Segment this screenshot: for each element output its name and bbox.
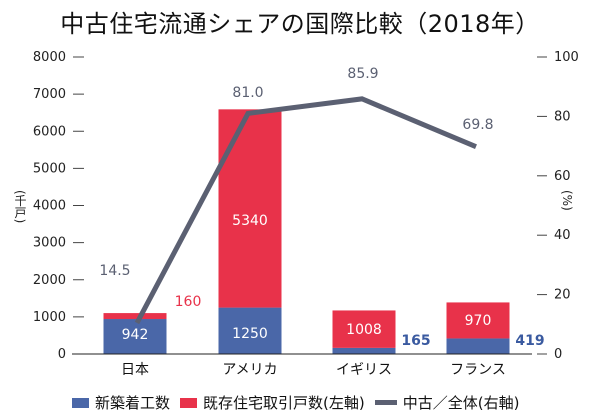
left-tick-label: 0 bbox=[58, 347, 66, 362]
category-label: イギリス bbox=[336, 362, 392, 378]
label-new-construction: 419 bbox=[515, 333, 544, 349]
label-existing-transactions: 1008 bbox=[346, 322, 382, 338]
right-axis: 0 20 40 60 80 100 bbox=[537, 50, 579, 362]
left-tick-label: 2000 bbox=[33, 273, 66, 288]
bar-existing-transactions bbox=[218, 109, 282, 308]
right-tick-label: 0 bbox=[554, 347, 562, 362]
bar-existing-transactions bbox=[446, 302, 510, 339]
category-label: 日本 bbox=[121, 362, 149, 378]
bar-new-construction bbox=[218, 307, 282, 354]
label-new-construction: 1250 bbox=[232, 326, 268, 342]
label-share: 85.9 bbox=[347, 66, 378, 82]
legend-item-existing: 既存住宅取引戸数(左軸) bbox=[180, 392, 365, 413]
left-tick-label: 8000 bbox=[33, 50, 66, 65]
share-line bbox=[134, 96, 477, 325]
right-tick-label: 100 bbox=[554, 50, 579, 65]
bar-new-construction bbox=[332, 347, 396, 354]
left-tick-label: 7000 bbox=[33, 87, 66, 102]
left-tick-label: 1000 bbox=[33, 310, 66, 325]
legend-label: 中古／全体(右軸) bbox=[402, 394, 520, 412]
label-new-construction: 165 bbox=[401, 333, 430, 349]
data-labels: 942 1250 165 419 160 5340 1008 970 14.5 81.0 85.9 6… bbox=[99, 66, 544, 349]
legend: 新築着工数 既存住宅取引戸数(左軸) 中古／全体(右軸) bbox=[72, 392, 529, 413]
legend-item-new: 新築着工数 bbox=[72, 392, 170, 413]
right-tick-label: 40 bbox=[554, 228, 571, 243]
right-axis-unit: (%) bbox=[560, 190, 574, 211]
left-tick-label: 5000 bbox=[33, 161, 66, 176]
left-tick-label: 4000 bbox=[33, 199, 66, 214]
share-line-path bbox=[134, 96, 477, 325]
label-share: 69.8 bbox=[462, 117, 493, 133]
label-existing-transactions: 160 bbox=[175, 294, 202, 310]
left-axis-unit: (千戸) bbox=[13, 190, 27, 224]
legend-swatch-red bbox=[180, 397, 198, 408]
x-axis: 日本 アメリカ イギリス フランス bbox=[121, 362, 506, 378]
label-existing-transactions: 5340 bbox=[232, 213, 268, 229]
legend-label: 既存住宅取引戸数(左軸) bbox=[203, 394, 365, 412]
legend-item-share: 中古／全体(右軸) bbox=[374, 392, 520, 413]
right-tick-label: 20 bbox=[554, 288, 571, 303]
label-existing-transactions: 970 bbox=[465, 313, 492, 329]
label-new-construction: 942 bbox=[122, 327, 149, 343]
legend-swatch-line bbox=[374, 400, 397, 405]
bar-new-construction bbox=[446, 338, 510, 354]
bar-existing-transactions bbox=[103, 313, 167, 320]
category-label: アメリカ bbox=[222, 362, 277, 378]
left-tick-label: 3000 bbox=[33, 236, 66, 251]
bars bbox=[103, 109, 510, 354]
bar-existing-transactions bbox=[332, 310, 396, 348]
category-label: フランス bbox=[450, 362, 506, 378]
left-axis: 0 1000 2000 3000 4000 5000 6000 7000 8000 bbox=[33, 50, 84, 362]
bar-new-construction bbox=[103, 319, 167, 354]
right-tick-label: 80 bbox=[554, 109, 571, 124]
chart-title: 中古住宅流通シェアの国際比較（2018年） bbox=[60, 10, 540, 38]
label-share: 81.0 bbox=[232, 85, 263, 101]
right-tick-label: 60 bbox=[554, 169, 571, 184]
legend-label: 新築着工数 bbox=[95, 394, 171, 412]
label-share: 14.5 bbox=[99, 263, 130, 279]
legend-swatch-blue bbox=[72, 397, 89, 408]
left-tick-label: 6000 bbox=[33, 124, 66, 139]
